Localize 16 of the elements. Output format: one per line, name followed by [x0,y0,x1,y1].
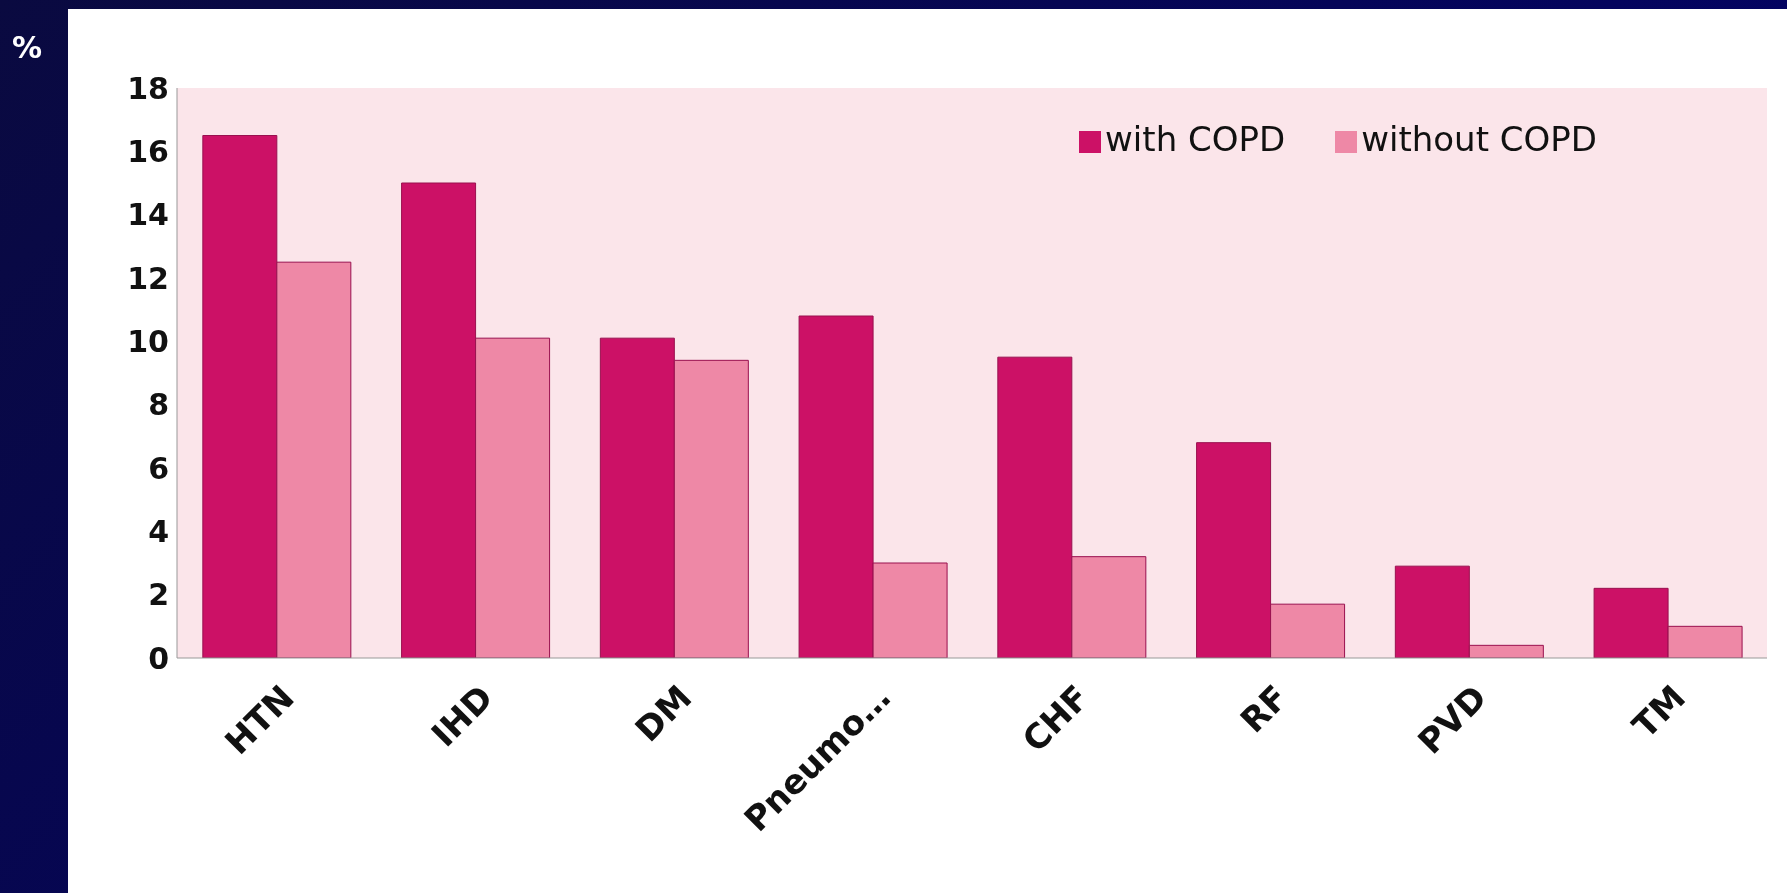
y-tick-label: 16 [127,133,169,169]
y-tick-label: 2 [148,577,169,613]
x-tick-label: TM [1624,677,1694,746]
legend-label: without COPD [1361,119,1597,159]
y-tick-label: 4 [148,513,169,549]
y-tick-label: 6 [148,450,169,486]
y-axis-title: % [12,30,43,65]
y-tick-label: 18 [127,70,169,106]
legend-label: with COPD [1105,119,1286,159]
y-tick-label: 14 [127,197,169,233]
y-tick-label: 0 [148,640,169,676]
y-tick-label: 12 [127,260,169,296]
y-tick-label: 10 [127,323,169,359]
x-tick-label: DM [627,677,700,750]
y-tick-label: 8 [148,387,169,423]
x-tick-label: RF [1232,677,1296,741]
